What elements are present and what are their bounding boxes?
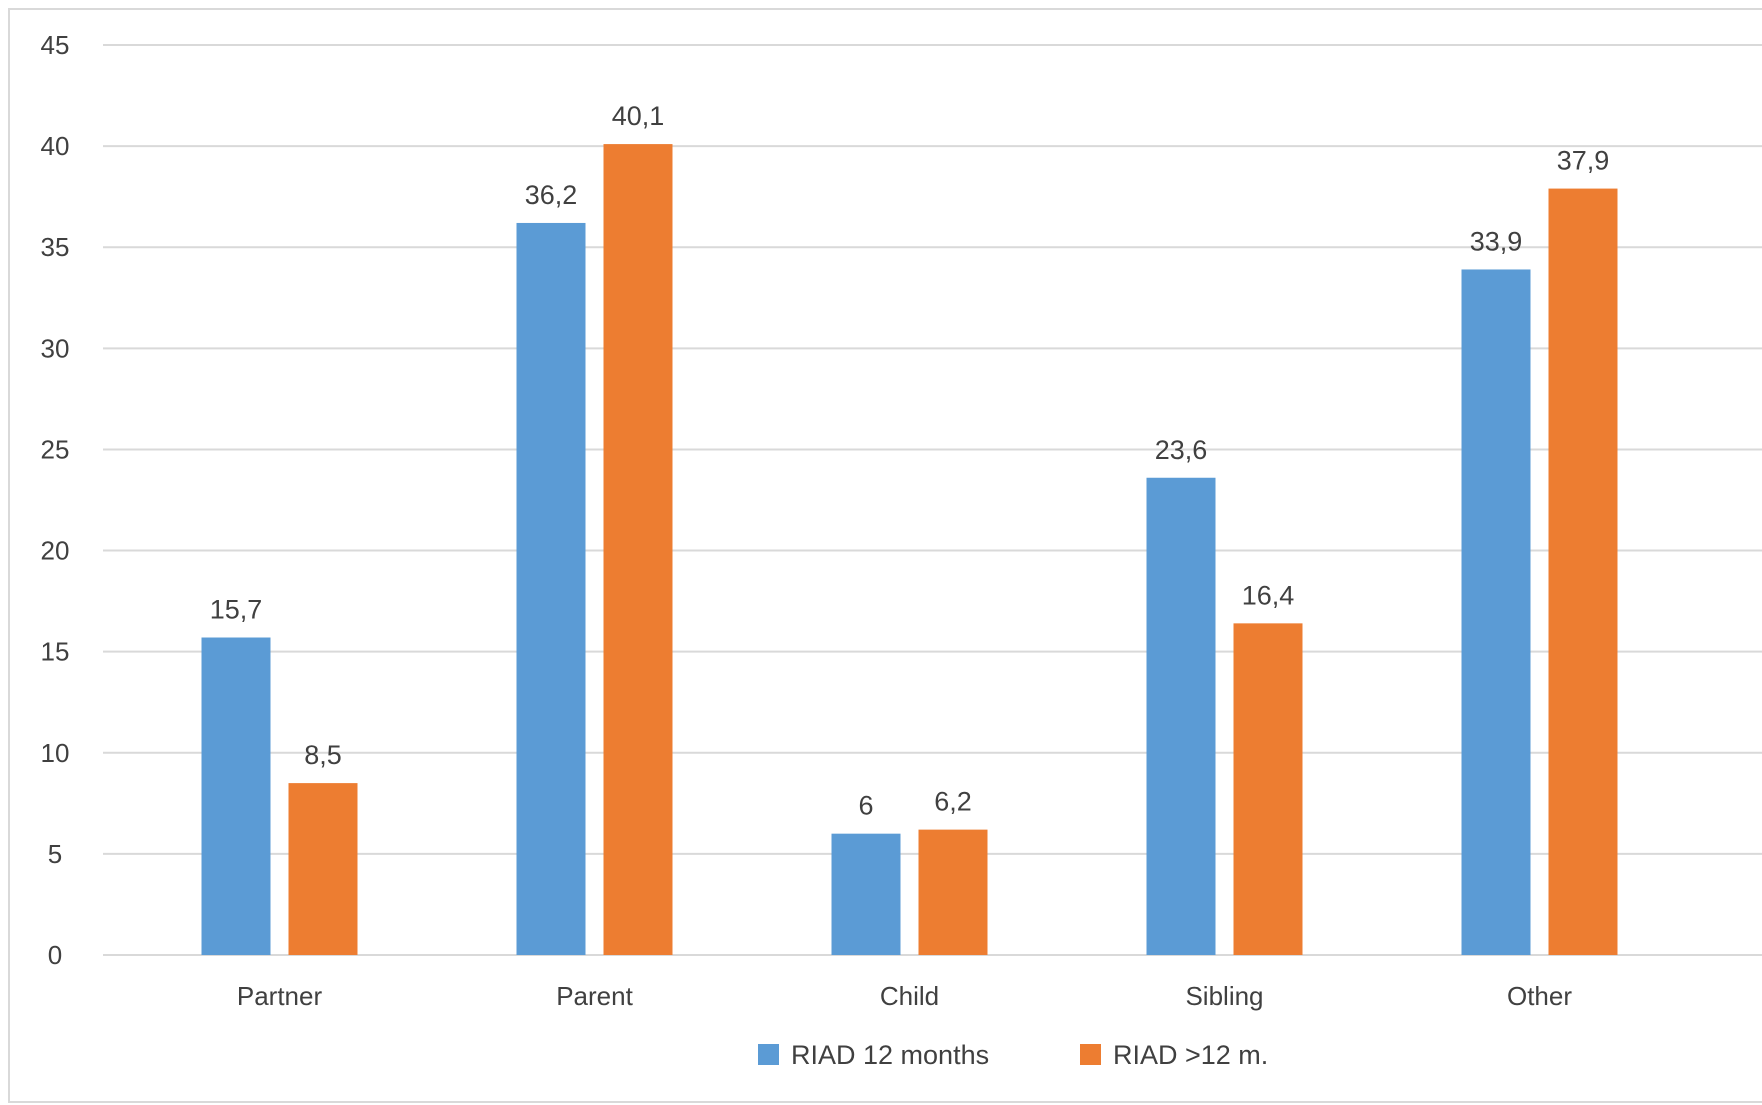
bar <box>1461 269 1531 955</box>
x-axis-ticks: Partner Parent Child Sibling Other <box>237 981 1572 1011</box>
data-label: 6 <box>858 791 873 821</box>
y-tick-label: 25 <box>41 434 70 464</box>
bar <box>516 222 586 955</box>
legend: RIAD 12 months RIAD >12 m. <box>758 1040 1268 1070</box>
y-tick-label: 40 <box>41 131 70 161</box>
x-tick-label: Child <box>880 981 939 1011</box>
data-label: 37,9 <box>1557 146 1610 176</box>
data-label: 23,6 <box>1155 435 1208 465</box>
y-tick-label: 5 <box>48 839 62 869</box>
data-label: 6,2 <box>934 787 972 817</box>
legend-swatch <box>758 1044 779 1065</box>
y-tick-label: 45 <box>41 30 70 60</box>
bar <box>831 833 901 955</box>
x-tick-label: Other <box>1507 981 1572 1011</box>
bar <box>918 829 988 955</box>
bar <box>1233 623 1303 955</box>
y-axis-ticks: 0 5 10 15 20 25 30 35 40 45 <box>41 30 70 970</box>
y-tick-label: 0 <box>48 940 62 970</box>
bar <box>201 637 271 955</box>
bars <box>201 144 1618 956</box>
y-tick-label: 10 <box>41 738 70 768</box>
bar <box>1548 188 1618 956</box>
y-tick-label: 30 <box>41 333 70 363</box>
y-tick-label: 35 <box>41 232 70 262</box>
data-label: 33,9 <box>1470 226 1523 256</box>
data-labels: 15,7 8,5 36,2 40,1 6 6,2 23,6 16,4 33,9 37,9 <box>210 101 1610 821</box>
legend-label: RIAD 12 months <box>791 1040 989 1070</box>
data-label: 40,1 <box>612 101 665 131</box>
x-tick-label: Sibling <box>1185 981 1263 1011</box>
legend-swatch <box>1080 1044 1101 1065</box>
y-tick-label: 15 <box>41 637 70 667</box>
legend-label: RIAD >12 m. <box>1113 1040 1268 1070</box>
y-tick-label: 20 <box>41 536 70 566</box>
bar <box>1146 477 1216 955</box>
bar <box>288 783 358 955</box>
x-tick-label: Partner <box>237 981 323 1011</box>
x-tick-label: Parent <box>556 981 633 1011</box>
data-label: 15,7 <box>210 595 263 625</box>
data-label: 8,5 <box>304 740 342 770</box>
bar <box>603 144 673 956</box>
data-label: 16,4 <box>1242 580 1295 610</box>
data-label: 36,2 <box>525 180 578 210</box>
